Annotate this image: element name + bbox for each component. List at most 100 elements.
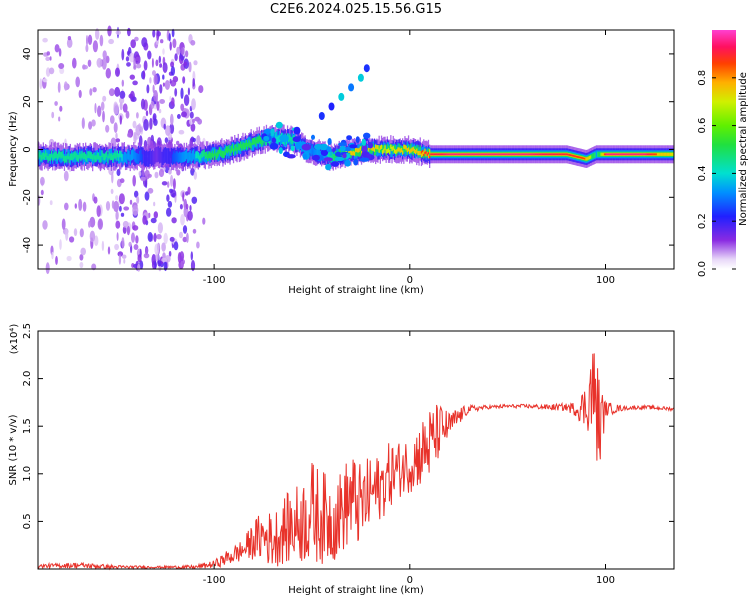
branch-point bbox=[338, 92, 345, 101]
ridge-mark bbox=[661, 152, 663, 156]
ridge-mark bbox=[424, 148, 426, 153]
noise-point bbox=[134, 190, 139, 198]
ridge-mark bbox=[641, 153, 643, 156]
ridge-mark bbox=[331, 151, 333, 159]
ridge-mark bbox=[187, 152, 189, 163]
ridge-mark bbox=[77, 154, 80, 162]
ridge-mark bbox=[183, 151, 185, 162]
noise-point bbox=[135, 124, 142, 136]
ridge-scatter bbox=[323, 157, 333, 162]
noise-point bbox=[185, 191, 189, 196]
ridge-mark bbox=[127, 149, 129, 160]
branch-point bbox=[318, 112, 325, 120]
noise-point bbox=[82, 64, 86, 70]
ridge-mark bbox=[82, 152, 84, 160]
ridge-mark bbox=[56, 153, 59, 161]
ridge-mark bbox=[426, 153, 428, 156]
ridge-mark bbox=[332, 154, 334, 161]
noise-point bbox=[115, 67, 120, 77]
ridge-mark bbox=[427, 154, 430, 159]
ridge-mark bbox=[207, 154, 209, 161]
snr-plot-area bbox=[38, 331, 674, 569]
ridge-mark bbox=[390, 144, 392, 149]
ridge-mark bbox=[188, 152, 190, 163]
ridge-mark bbox=[478, 153, 480, 156]
ridge-mark bbox=[663, 152, 666, 156]
ridge-mark bbox=[380, 146, 383, 153]
ridge-mark bbox=[438, 153, 440, 156]
ridge-mark bbox=[382, 150, 384, 155]
noise-point bbox=[114, 86, 121, 97]
noise-point bbox=[110, 115, 115, 124]
ridge-mark bbox=[581, 157, 583, 159]
noise-point bbox=[105, 55, 110, 64]
ridge-mark bbox=[403, 144, 405, 149]
ridge-mark bbox=[92, 154, 94, 162]
noise-point bbox=[118, 254, 122, 265]
ridge-mark bbox=[399, 148, 401, 153]
ridge-mark bbox=[315, 149, 317, 160]
ridge-mark bbox=[232, 142, 235, 154]
noise-point bbox=[159, 99, 166, 104]
ridge-mark bbox=[467, 153, 469, 156]
ridge-mark bbox=[137, 145, 140, 162]
ridge-scatter bbox=[269, 142, 279, 150]
noise-point bbox=[89, 230, 96, 243]
noise-point bbox=[128, 241, 132, 247]
ridge-mark bbox=[197, 152, 199, 160]
ridge-mark bbox=[548, 153, 551, 156]
ridge-mark bbox=[106, 150, 108, 158]
ridge-scatter bbox=[292, 136, 301, 143]
ridge-mark bbox=[339, 148, 342, 156]
ridge-mark bbox=[312, 147, 315, 158]
y-tick-label: 2.0 bbox=[22, 371, 33, 387]
ridge-mark bbox=[94, 155, 96, 163]
ridge-mark bbox=[628, 153, 630, 156]
x-tick-label: -100 bbox=[203, 575, 226, 586]
ridge-mark bbox=[100, 150, 102, 161]
ridge-mark bbox=[356, 147, 358, 153]
noise-point bbox=[121, 237, 125, 249]
ridge-mark bbox=[665, 152, 667, 156]
ridge-mark bbox=[569, 154, 572, 156]
ridge-mark bbox=[148, 151, 150, 167]
colorbar-ticks: 0.0 0.2 0.4 0.6 0.8 bbox=[697, 70, 736, 277]
noise-point bbox=[123, 206, 130, 211]
noise-point bbox=[182, 225, 188, 234]
ridge-mark bbox=[86, 155, 88, 163]
ridge-mark bbox=[392, 147, 394, 155]
ridge-mark bbox=[568, 154, 570, 156]
noise-point bbox=[48, 67, 55, 75]
ridge-mark bbox=[389, 145, 391, 152]
ridge-mark bbox=[491, 153, 493, 156]
noise-point bbox=[92, 40, 98, 53]
noise-point bbox=[193, 60, 198, 66]
ridge-mark bbox=[240, 141, 242, 149]
ridge-mark bbox=[261, 139, 263, 147]
ridge-mark bbox=[667, 152, 669, 156]
ridge-mark bbox=[40, 154, 42, 162]
ridge-mark bbox=[386, 149, 388, 154]
ridge-mark bbox=[247, 142, 249, 150]
ridge-mark bbox=[112, 154, 114, 162]
noise-point bbox=[137, 263, 141, 272]
noise-point bbox=[132, 80, 138, 86]
noise-point bbox=[143, 118, 149, 131]
ridge-mark bbox=[634, 153, 636, 156]
noise-point bbox=[92, 87, 97, 93]
ridge-scatter bbox=[344, 159, 351, 167]
ridge-mark bbox=[645, 153, 647, 156]
ridge-mark bbox=[131, 149, 134, 160]
noise-point bbox=[40, 189, 44, 196]
ridge-mark bbox=[65, 149, 67, 160]
ridge-mark bbox=[166, 148, 168, 164]
ridge-scatter bbox=[327, 138, 332, 145]
ridge-mark bbox=[252, 140, 255, 151]
ridge-mark bbox=[506, 153, 508, 156]
ridge-mark bbox=[203, 149, 205, 157]
ridge-mark bbox=[542, 153, 545, 156]
noise-point bbox=[152, 29, 156, 38]
ridge-scatter bbox=[326, 146, 332, 153]
ridge-mark bbox=[330, 148, 332, 159]
noise-point bbox=[136, 195, 140, 204]
